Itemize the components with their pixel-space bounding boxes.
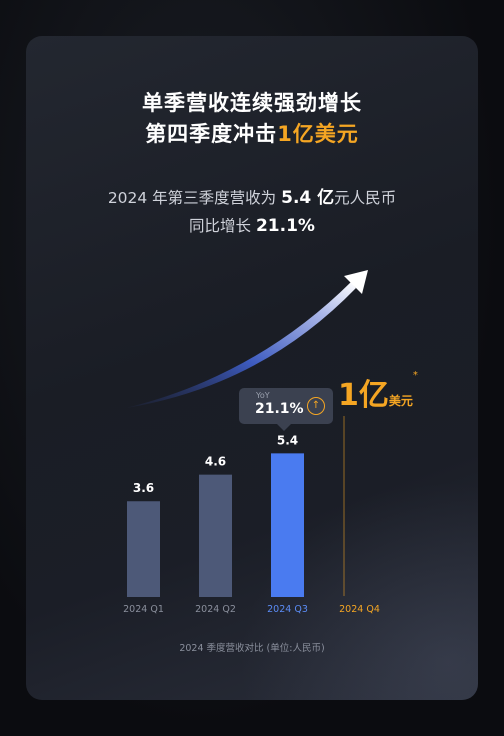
headline-highlight: 1亿美元 bbox=[277, 122, 359, 146]
arrow-up-circle-icon: ↑ bbox=[307, 397, 325, 415]
bar-value-label-2: 4.6 bbox=[205, 455, 226, 469]
q4-target-label: 1亿美元 * bbox=[338, 370, 418, 414]
subtitle-line2: 同比增长 21.1% bbox=[26, 212, 478, 240]
headline: 单季营收连续强劲增长 第四季度冲击1亿美元 bbox=[26, 88, 478, 150]
bar-value-label-1: 3.6 bbox=[133, 481, 154, 495]
subtitle-l1-prefix: 2024 年第三季度营收为 bbox=[107, 189, 282, 207]
yoy-value: 21.1% bbox=[255, 401, 304, 417]
bar-2 bbox=[199, 474, 232, 597]
headline-line2: 第四季度冲击1亿美元 bbox=[26, 119, 478, 150]
growth-arrow-icon bbox=[126, 270, 368, 408]
chart-card: 单季营收连续强劲增长 第四季度冲击1亿美元 2024 年第三季度营收为 5.4 … bbox=[26, 36, 478, 700]
subtitle-l1-suffix: 元人民币 bbox=[334, 189, 397, 207]
subtitle-l1-value: 5.4 亿 bbox=[281, 188, 335, 208]
subtitle-line1: 2024 年第三季度营收为 5.4 亿元人民币 bbox=[26, 184, 478, 212]
bar-3 bbox=[271, 453, 304, 597]
bar-1 bbox=[127, 501, 160, 597]
chart-caption: 2024 季度营收对比 (单位:人民币) bbox=[179, 643, 325, 654]
target-small: 美元 bbox=[388, 394, 413, 408]
subtitle-l2-prefix: 同比增长 bbox=[189, 217, 256, 235]
headline-line1: 单季营收连续强劲增长 bbox=[142, 91, 362, 115]
headline-line2-prefix: 第四季度冲击 bbox=[145, 122, 278, 146]
bar-value-label-3: 5.4 bbox=[277, 433, 298, 447]
x-tick-label-3: 2024 Q3 bbox=[267, 604, 308, 615]
subtitle-l2-value: 21.1% bbox=[255, 216, 315, 236]
tooltip-pointer bbox=[277, 424, 291, 431]
x-tick-label-4: 2024 Q4 bbox=[339, 604, 380, 615]
subtitle: 2024 年第三季度营收为 5.4 亿元人民币 同比增长 21.1% bbox=[26, 184, 478, 240]
yoy-tooltip: YoY 21.1% ↑ bbox=[239, 388, 333, 424]
yoy-label: YoY bbox=[256, 391, 270, 400]
target-big: 1亿 bbox=[338, 378, 389, 413]
target-footnote-star: * bbox=[412, 370, 418, 381]
x-tick-label-2: 2024 Q2 bbox=[195, 604, 236, 615]
bar-chart: 3.6 2024 Q1 4.6 2024 Q2 5.4 2024 Q3 2024 Q4 bbox=[123, 270, 380, 615]
x-tick-label-1: 2024 Q1 bbox=[123, 604, 164, 615]
